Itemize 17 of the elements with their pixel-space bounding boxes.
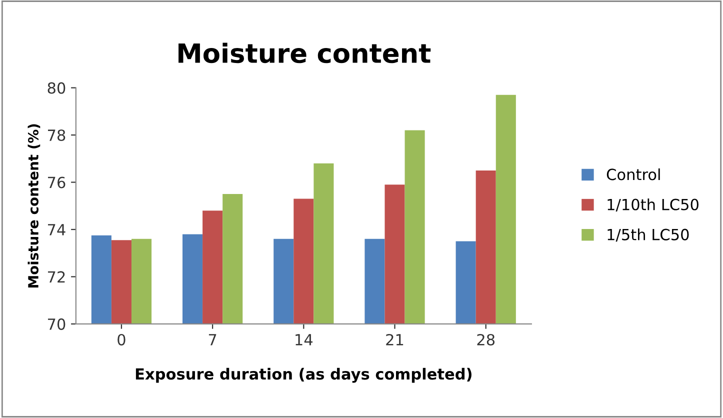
- y-tick-label: 76: [48, 176, 66, 188]
- y-tick-label: 70: [48, 318, 66, 330]
- legend-label: Control: [606, 168, 660, 180]
- x-tick-label: 7: [208, 334, 216, 346]
- x-tick-label: 21: [386, 334, 404, 346]
- y-tick-label: 80: [48, 82, 66, 94]
- y-tick-label: 72: [48, 271, 65, 283]
- y-tick-label: 78: [48, 129, 66, 142]
- x-tick-label: 14: [296, 334, 313, 346]
- x-tick-label: 28: [477, 334, 495, 346]
- legend-label: 1/10th LC50: [608, 198, 698, 212]
- chart-title: Moisture content: [178, 42, 431, 64]
- x-axis-title: Exposure duration (as days completed): [136, 368, 472, 383]
- x-tick-label: 0: [118, 334, 126, 346]
- y-axis-title: Moisture content (%): [28, 124, 40, 288]
- legend-label: 1/5th LC50: [608, 228, 689, 242]
- y-tick-label: 74: [48, 224, 66, 236]
